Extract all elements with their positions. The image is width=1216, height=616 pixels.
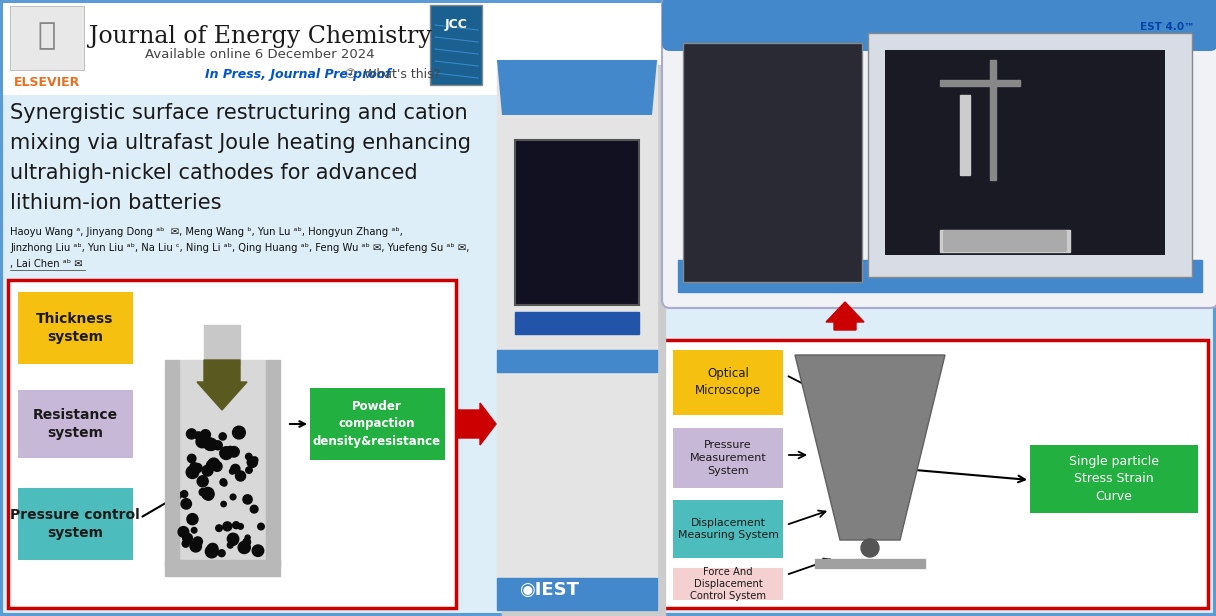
- Text: ◉IEST: ◉IEST: [519, 581, 579, 599]
- Text: Pressure
Measurement
System: Pressure Measurement System: [689, 440, 766, 476]
- Text: Jinzhong Liu ᵃᵇ, Yun Liu ᵃᵇ, Na Liu ᶜ, Ning Li ᵃᵇ, Qing Huang ᵃᵇ, Feng Wu ᵃᵇ ✉, : Jinzhong Liu ᵃᵇ, Yun Liu ᵃᵇ, Na Liu ᶜ, N…: [10, 243, 469, 253]
- FancyBboxPatch shape: [18, 292, 133, 364]
- FancyBboxPatch shape: [18, 488, 133, 560]
- Circle shape: [213, 441, 223, 450]
- Circle shape: [223, 522, 232, 531]
- Circle shape: [227, 447, 233, 453]
- FancyBboxPatch shape: [672, 500, 783, 558]
- Circle shape: [246, 535, 250, 540]
- Bar: [179, 360, 266, 566]
- Text: Optical
Microscope: Optical Microscope: [694, 367, 761, 397]
- Circle shape: [227, 542, 233, 548]
- Circle shape: [203, 490, 214, 500]
- Circle shape: [199, 488, 207, 496]
- Circle shape: [208, 458, 220, 470]
- FancyBboxPatch shape: [672, 568, 783, 600]
- Circle shape: [210, 544, 216, 550]
- FancyArrow shape: [826, 302, 865, 330]
- Circle shape: [182, 540, 190, 547]
- Circle shape: [181, 498, 191, 509]
- Circle shape: [191, 527, 197, 533]
- Text: Journal of Energy Chemistry: Journal of Energy Chemistry: [89, 25, 432, 48]
- Circle shape: [220, 447, 232, 460]
- Circle shape: [197, 476, 208, 487]
- Text: EST 4.0™: EST 4.0™: [1141, 22, 1195, 32]
- Circle shape: [232, 426, 246, 439]
- Bar: [165, 560, 280, 576]
- Bar: [679, 20, 1201, 48]
- Bar: [940, 230, 1070, 252]
- Text: Thickness
system: Thickness system: [36, 312, 113, 344]
- Circle shape: [207, 460, 216, 470]
- Circle shape: [250, 505, 258, 513]
- Circle shape: [187, 454, 196, 463]
- FancyBboxPatch shape: [672, 350, 783, 415]
- Bar: [497, 60, 657, 610]
- Circle shape: [178, 527, 188, 537]
- Circle shape: [231, 464, 240, 474]
- Circle shape: [206, 439, 218, 450]
- Bar: [990, 60, 996, 180]
- Circle shape: [230, 494, 236, 500]
- Circle shape: [204, 438, 216, 450]
- Circle shape: [190, 463, 198, 471]
- Text: ultrahigh-nickel cathodes for advanced: ultrahigh-nickel cathodes for advanced: [10, 163, 417, 183]
- Bar: [940, 80, 1020, 86]
- Circle shape: [238, 524, 243, 529]
- FancyBboxPatch shape: [9, 280, 456, 608]
- Bar: [679, 260, 1201, 292]
- Bar: [165, 360, 179, 566]
- Circle shape: [229, 537, 238, 545]
- Text: Synergistic surface restructuring and cation: Synergistic surface restructuring and ca…: [10, 103, 468, 123]
- Circle shape: [187, 514, 198, 525]
- Text: JCC: JCC: [445, 18, 467, 31]
- Circle shape: [193, 463, 202, 472]
- FancyArrow shape: [197, 360, 247, 410]
- FancyBboxPatch shape: [885, 50, 1165, 255]
- Circle shape: [186, 466, 198, 479]
- Text: Force And
Displacement
Control System: Force And Displacement Control System: [689, 567, 766, 601]
- FancyBboxPatch shape: [430, 5, 482, 85]
- Bar: [959, 95, 970, 175]
- FancyBboxPatch shape: [516, 140, 638, 305]
- Circle shape: [252, 545, 264, 556]
- Bar: [497, 350, 657, 372]
- Circle shape: [215, 525, 223, 532]
- Polygon shape: [795, 355, 945, 540]
- Circle shape: [202, 487, 214, 500]
- FancyBboxPatch shape: [662, 0, 1216, 308]
- FancyBboxPatch shape: [663, 340, 1207, 608]
- Circle shape: [230, 469, 235, 474]
- Circle shape: [252, 457, 258, 463]
- Circle shape: [247, 457, 258, 468]
- Text: Resistance
system: Resistance system: [33, 408, 118, 440]
- Circle shape: [258, 523, 264, 530]
- Polygon shape: [497, 60, 657, 115]
- Circle shape: [206, 545, 218, 558]
- Text: mixing via ultrafast Joule heating enhancing: mixing via ultrafast Joule heating enhan…: [10, 133, 471, 153]
- Circle shape: [212, 461, 223, 471]
- Text: Available online 6 December 2024: Available online 6 December 2024: [145, 48, 375, 61]
- Circle shape: [232, 522, 240, 529]
- Text: In Press, Journal Pre-proof: In Press, Journal Pre-proof: [206, 68, 392, 81]
- Text: ⑦: ⑦: [344, 68, 355, 81]
- Circle shape: [202, 465, 213, 476]
- Text: Displacement
Measuring System: Displacement Measuring System: [677, 518, 778, 540]
- FancyBboxPatch shape: [10, 6, 84, 70]
- FancyBboxPatch shape: [683, 43, 862, 282]
- Bar: [516, 312, 638, 334]
- Circle shape: [207, 543, 218, 554]
- Bar: [815, 559, 925, 568]
- FancyBboxPatch shape: [662, 0, 1216, 51]
- FancyBboxPatch shape: [1030, 445, 1198, 513]
- Bar: [497, 578, 657, 610]
- Circle shape: [236, 471, 246, 481]
- Circle shape: [196, 436, 208, 448]
- Text: lithium-ion batteries: lithium-ion batteries: [10, 193, 221, 213]
- Circle shape: [195, 432, 202, 439]
- FancyArrow shape: [458, 403, 496, 445]
- Bar: [204, 325, 240, 365]
- FancyBboxPatch shape: [18, 390, 133, 458]
- Text: ELSEVIER: ELSEVIER: [13, 76, 80, 89]
